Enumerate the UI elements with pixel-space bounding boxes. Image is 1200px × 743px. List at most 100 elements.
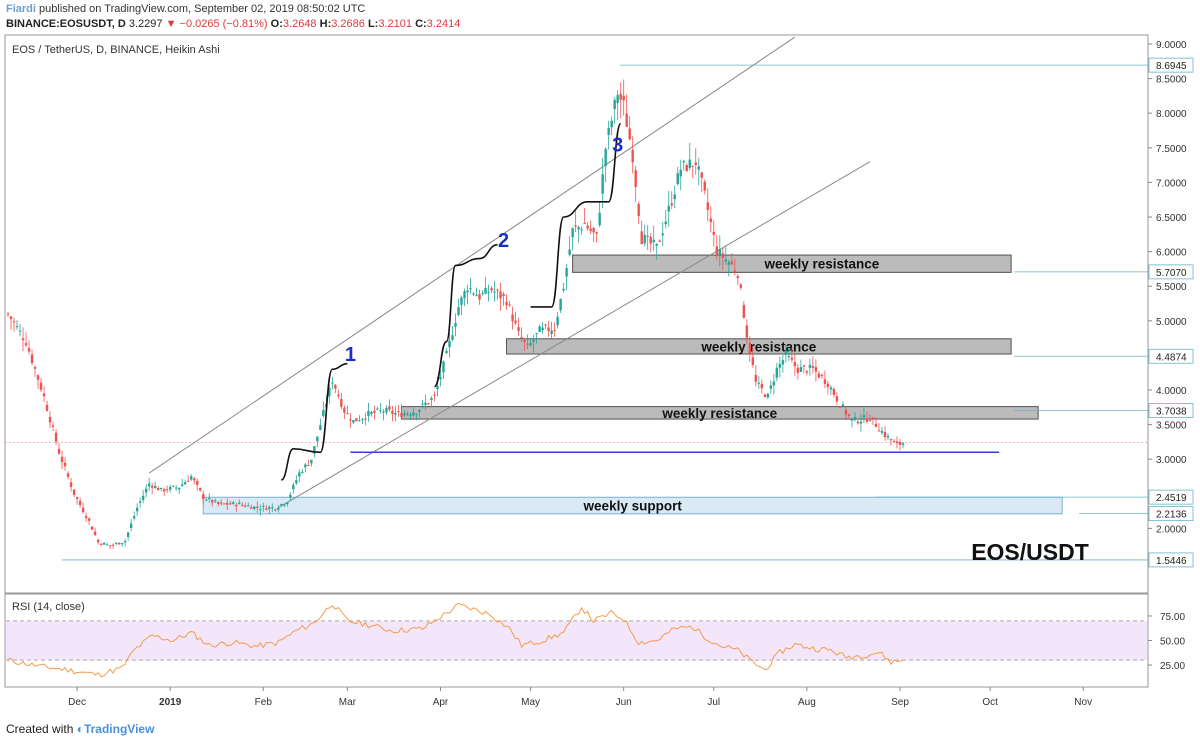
candle-body (892, 441, 896, 443)
candle-body (81, 507, 85, 513)
candle-body (45, 404, 49, 411)
candle-body (93, 531, 97, 536)
candle-body (69, 482, 73, 488)
candle-body (196, 480, 199, 485)
candle-body (826, 383, 830, 388)
candle-body (805, 371, 809, 373)
candle-body (679, 169, 682, 177)
price-level-label: 2.4519 (1156, 493, 1187, 504)
candle-body (829, 387, 833, 390)
candle-body (292, 484, 295, 490)
candle-body (628, 128, 631, 140)
candle-body (472, 293, 475, 295)
author-name[interactable]: Fiardi (6, 3, 36, 15)
candle-body (799, 367, 803, 372)
candle-body (865, 418, 869, 422)
candle-body (742, 305, 746, 318)
candle-body (637, 203, 640, 216)
wave-bracket (530, 122, 622, 308)
candle-body (610, 120, 613, 128)
candle-body (595, 232, 598, 234)
time-tick-label: Dec (68, 697, 86, 708)
candle-body (391, 410, 394, 415)
candle-body (54, 432, 58, 442)
time-tick-label: Nov (1074, 697, 1092, 708)
candle-body (388, 406, 391, 410)
tradingview-brand[interactable]: TradingView (83, 722, 155, 736)
candle-body (180, 484, 184, 486)
zone-box (506, 338, 1012, 355)
candle-body (217, 501, 220, 504)
candle-body (442, 361, 445, 373)
price-level-box (1148, 403, 1194, 418)
candle-body (691, 165, 694, 167)
candle-body (385, 408, 388, 413)
candle-body (63, 462, 67, 467)
candle-body (682, 161, 685, 163)
price-tick-label: 5.0000 (1156, 317, 1187, 328)
candle-body (382, 411, 385, 413)
candle-body (36, 375, 40, 380)
price-level-box (1148, 264, 1194, 280)
candle-body (460, 297, 463, 305)
candle-body (147, 483, 151, 487)
candle-body (132, 516, 136, 519)
candle-body (469, 288, 472, 290)
price-tick-label: 8.0000 (1156, 109, 1187, 120)
candle-body (238, 502, 241, 505)
candle-body (853, 417, 857, 421)
last-price: 3.2297 (128, 18, 163, 30)
candle-body (871, 417, 875, 419)
candle-body (102, 542, 106, 545)
candle-body (592, 227, 595, 233)
candle-body (625, 113, 628, 127)
candle-body (559, 298, 562, 311)
candle-body (168, 486, 172, 490)
candle-body (162, 489, 166, 492)
candle-body (99, 543, 103, 545)
candle-body (739, 284, 743, 288)
candle-body (280, 504, 283, 506)
candle-body (754, 375, 758, 382)
candle-body (505, 301, 508, 306)
candle-body (319, 425, 322, 430)
candle-body (304, 464, 307, 468)
candle-body (394, 413, 397, 415)
candle-body (190, 476, 193, 480)
candle-body (126, 532, 130, 537)
candle-body (177, 487, 181, 490)
candle-body (553, 330, 556, 332)
candle-body (156, 488, 160, 491)
candle-body (616, 95, 619, 103)
time-tick-label: Aug (798, 697, 816, 708)
candle-body (117, 542, 121, 545)
price-tick-label: 3.0000 (1156, 455, 1187, 466)
candle-body (898, 441, 902, 445)
candle-body (475, 295, 478, 297)
time-tick-label: Oct (982, 697, 998, 708)
candle-body (481, 293, 484, 295)
candle-body (577, 227, 580, 230)
candle-body (781, 360, 785, 365)
candle-body (517, 327, 520, 332)
price-level-box (1148, 506, 1194, 522)
candle-body (123, 541, 127, 543)
candle-body (664, 221, 667, 225)
candle-body (793, 362, 797, 367)
candle-body (652, 239, 655, 243)
symbol-watermark: EOS/USDT (971, 539, 1089, 565)
candle-body (778, 363, 782, 368)
publish-info: Fiardi published on TradingView.com, Sep… (6, 3, 365, 15)
candle-body (607, 128, 610, 135)
candle-body (565, 268, 568, 277)
price-tick-label: 3.5000 (1156, 421, 1187, 432)
candle-body (265, 508, 268, 510)
candle-body (601, 174, 604, 194)
candle-body (727, 262, 731, 265)
candle-body (487, 292, 490, 294)
down-arrow-icon: ▼ (165, 18, 177, 30)
candle-body (331, 382, 334, 384)
candle-body (715, 246, 718, 257)
candle-body (202, 494, 205, 500)
